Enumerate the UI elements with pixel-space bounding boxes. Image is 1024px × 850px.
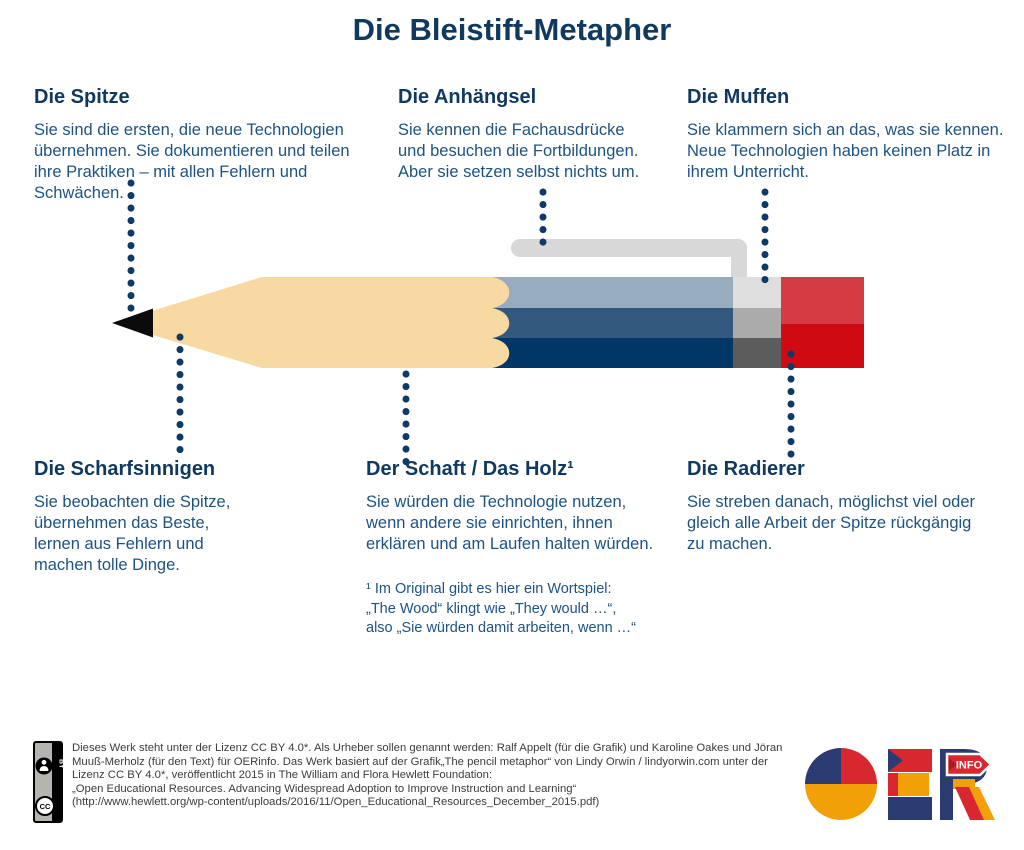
logo-e-bar-mid xyxy=(898,773,929,796)
section-muffen-text: Neue Technologien haben keinen Platz in xyxy=(687,142,991,160)
schaft-footnote-text: „The Wood“ klingt wie „They would …“, xyxy=(366,600,617,617)
info-flag xyxy=(945,752,993,777)
license-line: „Open Educational Resources. Advancing W… xyxy=(72,782,577,795)
logo-r-leg-orange xyxy=(969,787,995,820)
section-radierer-text: Sie streben danach, möglichst viel oder xyxy=(687,493,975,511)
logo-r-leg-red xyxy=(955,787,986,820)
section-radierer: Die Radierer Sie streben danach, möglich… xyxy=(687,458,1017,555)
cc-badge-stripe xyxy=(52,743,61,821)
pencil-body-stripe-mid xyxy=(490,308,733,338)
schaft-footnote-text: also „Sie würden damit arbeiten, wenn …“ xyxy=(366,620,636,636)
section-anhaengsel: Die Anhängsel Sie kennen die Fachausdrüc… xyxy=(398,86,698,183)
pencil-body-stripe-light xyxy=(490,277,733,308)
section-schaft-text: wenn andere sie einrichten, ihnen xyxy=(366,514,613,532)
section-radierer-text: gleich alle Arbeit der Spitze rückgängig xyxy=(687,514,972,532)
schaft-footnote-text: ¹ Im Original gibt es hier ein Wortspiel… xyxy=(366,581,612,597)
section-scharfsinnigen-text: lernen aus Fehlern und xyxy=(34,535,204,553)
section-spitze: Die Spitze Sie sind die ersten, die neue… xyxy=(34,86,384,204)
logo-e-triangle xyxy=(888,749,903,772)
license-text: Dieses Werk steht unter der Lizenz CC BY… xyxy=(72,742,792,810)
logo-e-bar-top xyxy=(888,749,932,772)
section-radierer-text: zu machen. xyxy=(687,535,773,553)
pencil-clip-leg xyxy=(731,246,747,278)
section-scharfsinnigen-text: machen tolle Dinge. xyxy=(34,556,180,574)
section-schaft-text: Sie würden die Technologie nutzen, xyxy=(366,493,627,511)
cc-logo-icon xyxy=(35,796,55,816)
logo-r-orange-notch xyxy=(953,779,975,789)
section-muffen: Die Muffen Sie klammern sich an das, was… xyxy=(687,86,1017,183)
license-line: Muuß-Merholz (für den Text) für OERinfo.… xyxy=(72,755,768,768)
pencil-clip-bar xyxy=(511,239,747,257)
section-schaft: Der Schaft / Das Holz¹ Sie würden die Te… xyxy=(366,458,676,639)
pencil-ferrule-mid xyxy=(733,308,781,338)
license-line: Lizenz CC BY 4.0*, veröffentlicht 2015 i… xyxy=(72,769,493,782)
license-line: (http://www.hewlett.org/wp-content/uploa… xyxy=(72,796,600,809)
section-scharfsinnigen-heading: Die Scharfsinnigen xyxy=(34,458,216,480)
info-flag-chevron xyxy=(949,758,957,771)
section-anhaengsel-text: und besuchen die Fortbildungen. xyxy=(398,142,639,160)
section-anhaengsel-text: Aber sie setzen selbst nichts um. xyxy=(398,163,640,181)
section-spitze-text: ihre Praktiken – mit allen Fehlern und xyxy=(34,163,308,181)
pencil-tip xyxy=(112,308,153,338)
section-spitze-text: Sie sind die ersten, die neue Technologi… xyxy=(34,121,344,139)
section-scharfsinnigen-text: Sie beobachten die Spitze, xyxy=(34,493,231,511)
section-anhaengsel-heading: Die Anhängsel xyxy=(398,86,537,108)
cc-by-license-badge: BY CC xyxy=(33,741,63,823)
license-line: Dieses Werk steht unter der Lizenz CC BY… xyxy=(72,742,783,754)
cc-attribution-icon-body xyxy=(39,766,49,771)
cc-logo-label: CC xyxy=(40,802,51,811)
schaft-footnote: ¹ Im Original gibt es hier ein Wortspiel… xyxy=(366,580,676,639)
page-title: Die Bleistift-Metapher xyxy=(352,12,672,47)
section-radierer-heading: Die Radierer xyxy=(687,458,805,480)
pencil-body-stripe-dark xyxy=(490,338,733,368)
section-schaft-text: erklären und am Laufen halten würden. xyxy=(366,535,654,553)
section-muffen-heading: Die Muffen xyxy=(687,86,790,108)
logo-o-quadrant-navy xyxy=(805,748,841,784)
pencil-eraser-bottom xyxy=(781,324,864,368)
logo-o-half-orange xyxy=(805,784,877,820)
section-spitze-heading: Die Spitze xyxy=(34,86,130,108)
info-label: INFO xyxy=(956,760,983,772)
pencil-ferrule-dark xyxy=(733,338,781,368)
logo-e-stem xyxy=(888,773,898,796)
logo-o-quadrant-red xyxy=(841,748,877,784)
section-muffen-text: Sie klammern sich an das, was sie kennen… xyxy=(687,121,1004,139)
section-scharfsinnigen-text: übernehmen das Beste, xyxy=(34,514,210,532)
section-spitze-text: Schwächen. xyxy=(34,184,124,202)
cc-attribution-icon-head xyxy=(41,759,47,765)
section-muffen-text: ihrem Unterricht. xyxy=(687,163,809,181)
section-schaft-heading: Der Schaft / Das Holz¹ xyxy=(366,458,574,480)
pencil-eraser-top xyxy=(781,277,864,324)
section-anhaengsel-text: Sie kennen die Fachausdrücke xyxy=(398,121,625,139)
pencil-ferrule-light xyxy=(733,277,781,308)
cc-by-label: BY xyxy=(58,759,64,769)
logo-e-bar-bottom xyxy=(888,797,932,820)
oer-info-logo: INFO xyxy=(805,748,995,820)
section-spitze-text: übernehmen. Sie dokumentieren und teilen xyxy=(34,142,350,160)
pencil-wood xyxy=(113,277,510,368)
section-scharfsinnigen: Die Scharfsinnigen Sie beobachten die Sp… xyxy=(34,458,364,576)
